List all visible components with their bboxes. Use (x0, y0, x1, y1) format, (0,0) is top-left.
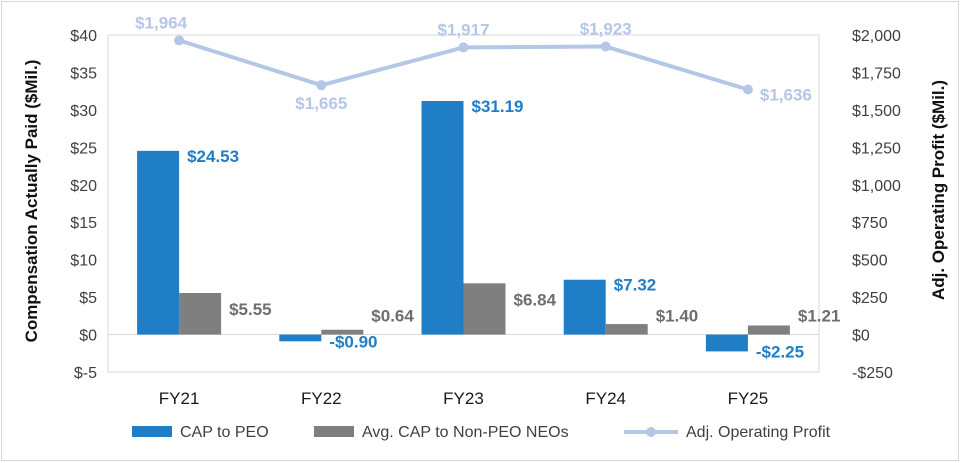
line-series-group (174, 35, 753, 95)
data-label-cap-to-peo-fy22: -$0.90 (329, 332, 377, 351)
category-label-fy22: FY22 (301, 389, 342, 408)
left-axis-tick-label: $-5 (74, 365, 97, 382)
data-label-avg-cap-fy24: $1.40 (656, 307, 699, 326)
legend-label-cap-to-peo: CAP to PEO (180, 424, 269, 441)
left-axis-tick-label: $35 (70, 65, 97, 82)
left-axis-tick-label: $0 (79, 328, 97, 345)
plot-area-frame (107, 34, 820, 373)
right-axis-tick-label: $0 (852, 328, 870, 345)
bar-series-group (137, 100, 790, 352)
x-axis: FY21 FY22 FY23 FY24 FY25 (159, 389, 768, 408)
bar-avg-cap-fy24 (605, 324, 648, 335)
data-label-cap-to-peo-fy21: $24.53 (187, 147, 239, 166)
data-label-cap-to-peo-fy24: $7.32 (614, 276, 657, 295)
legend: CAP to PEO Avg. CAP to Non-PEO NEOs Adj.… (132, 424, 831, 441)
right-axis-tick-label: -$250 (852, 365, 893, 382)
legend-swatch-avg-cap (314, 426, 354, 437)
legend-label-avg-cap: Avg. CAP to Non-PEO NEOs (362, 424, 569, 441)
data-label-avg-cap-fy25: $1.21 (798, 307, 841, 326)
data-label-operating-profit-fy21: $1,964 (135, 13, 188, 32)
left-axis-title: Compensation Actually Paid ($Mil.) (22, 60, 41, 343)
bar-avg-cap-fy25 (747, 325, 790, 335)
left-axis-tick-label: $30 (70, 103, 97, 120)
left-axis-tick-label: $15 (70, 215, 97, 232)
legend-label-operating-profit: Adj. Operating Profit (686, 424, 831, 441)
left-axis-tick-label: $25 (70, 140, 97, 157)
data-label-avg-cap-fy22: $0.64 (371, 307, 414, 326)
left-axis-tick-label: $5 (79, 290, 97, 307)
data-label-operating-profit-fy25: $1,636 (760, 86, 812, 105)
data-label-avg-cap-fy23: $6.84 (514, 290, 557, 309)
right-axis-tick-label: $1,000 (852, 178, 901, 195)
category-label-fy25: FY25 (728, 389, 769, 408)
legend-swatch-cap-to-peo (132, 426, 172, 437)
right-y-axis: $2,000 $1,750 $1,500 $1,250 $1,000 $750 $500 $2… (852, 28, 901, 382)
left-axis-tick-label: $20 (70, 178, 97, 195)
right-axis-tick-label: $750 (852, 215, 888, 232)
bar-avg-cap-fy21 (179, 292, 222, 335)
right-axis-tick-label: $1,500 (852, 103, 901, 120)
data-labels: $24.53 -$0.90 $31.19 $7.32 -$2.25 $5.55 $0.64 $… (135, 13, 840, 361)
data-label-cap-to-peo-fy25: -$2.25 (756, 342, 804, 361)
left-axis-tick-label: $10 (70, 253, 97, 270)
bar-cap-to-peo-fy21 (137, 150, 180, 335)
data-label-operating-profit-fy24: $1,923 (580, 20, 632, 39)
data-label-avg-cap-fy21: $5.55 (229, 300, 272, 319)
operating-profit-marker-fy25 (742, 84, 753, 95)
operating-profit-marker-fy24 (600, 41, 611, 52)
right-axis-tick-label: $1,250 (852, 140, 901, 157)
legend-item-cap-to-peo: CAP to PEO (132, 424, 269, 441)
category-label-fy21: FY21 (159, 389, 200, 408)
bar-cap-to-peo-fy23 (421, 100, 464, 335)
right-axis-tick-label: $500 (852, 253, 888, 270)
legend-item-avg-cap: Avg. CAP to Non-PEO NEOs (314, 424, 569, 441)
bar-avg-cap-fy22 (321, 329, 364, 335)
right-axis-tick-label: $250 (852, 290, 888, 307)
bar-cap-to-peo-fy24 (563, 279, 606, 335)
bar-cap-to-peo-fy25 (705, 334, 748, 352)
category-label-fy23: FY23 (443, 389, 484, 408)
operating-profit-marker-fy23 (458, 42, 469, 53)
bar-cap-to-peo-fy22 (279, 334, 322, 342)
data-label-cap-to-peo-fy23: $31.19 (472, 97, 524, 116)
left-axis-tick-label: $40 (70, 28, 97, 45)
bar-avg-cap-fy23 (463, 283, 506, 335)
left-y-axis: $40 $35 $30 $25 $20 $15 $10 $5 $0 $-5 (70, 28, 97, 382)
right-axis-title: Adj. Operating Profit ($Mil.) (929, 80, 948, 300)
legend-item-operating-profit: Adj. Operating Profit (624, 424, 831, 441)
data-label-operating-profit-fy23: $1,917 (438, 20, 490, 39)
operating-profit-marker-fy21 (174, 35, 185, 46)
right-axis-tick-label: $2,000 (852, 28, 901, 45)
legend-marker-operating-profit (646, 427, 656, 437)
category-label-fy24: FY24 (585, 389, 626, 408)
data-label-operating-profit-fy22: $1,665 (295, 94, 347, 113)
operating-profit-marker-fy22 (316, 80, 327, 91)
right-axis-tick-label: $1,750 (852, 65, 901, 82)
